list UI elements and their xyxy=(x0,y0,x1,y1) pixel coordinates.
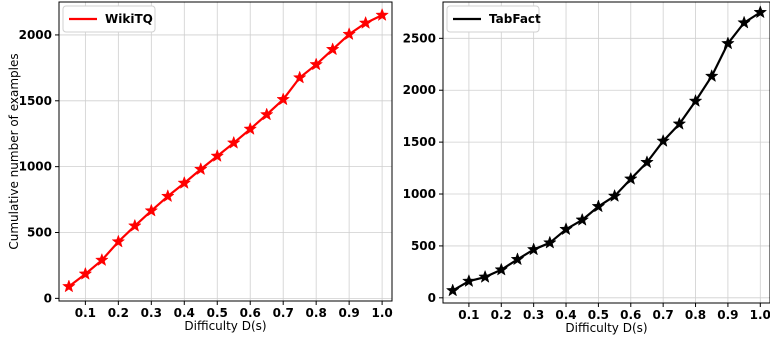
chart-panel-2: 0.1 0.2 0.3 0.4 0.5 0.6 0.7 0.8 0.9 1.0 0 500 1000 15… xyxy=(403,1,770,335)
data-point-marker xyxy=(62,279,76,293)
data-point-marker xyxy=(309,57,324,71)
y-axis-label: Cumulative number of examples xyxy=(7,53,21,249)
data-point-marker xyxy=(656,133,671,147)
x-tick-label: 0.1 xyxy=(75,306,96,320)
data-point-marker xyxy=(737,15,751,29)
x-tick-label: 0.3 xyxy=(523,308,544,322)
data-point-marker xyxy=(607,188,622,202)
data-point-marker xyxy=(462,273,476,288)
legend-box xyxy=(446,5,540,33)
data-point-marker xyxy=(325,42,340,56)
x-tick-label: 0.5 xyxy=(588,308,609,322)
legend: WikiTQ xyxy=(62,5,156,33)
data-point-marker xyxy=(704,68,719,83)
data-point-marker xyxy=(144,203,159,217)
plot-frame xyxy=(442,1,770,304)
data-point-marker xyxy=(510,252,525,266)
data-point-marker xyxy=(160,189,175,203)
data-point-marker xyxy=(494,262,509,276)
x-tick-label: 0.2 xyxy=(491,308,512,322)
data-point-marker xyxy=(342,27,357,41)
x-tick-label: 0.8 xyxy=(306,306,327,320)
x-tick-label: 0.6 xyxy=(240,306,261,320)
data-point-marker xyxy=(276,92,291,106)
data-point-marker xyxy=(259,107,274,121)
data-point-marker xyxy=(111,234,126,248)
y-tick-label: 2000 xyxy=(403,83,436,97)
data-point-marker xyxy=(210,148,225,162)
data-point-marker xyxy=(193,162,208,176)
data-point-marker xyxy=(542,235,557,249)
y-tick-label: 500 xyxy=(411,239,436,253)
x-axis-label: Difficulty D(s) xyxy=(565,321,647,335)
data-point-marker xyxy=(478,269,492,283)
y-tick-label: 1000 xyxy=(403,187,436,201)
x-tick-label: 0.7 xyxy=(653,308,674,322)
data-point-marker xyxy=(292,70,307,84)
y-tick-label: 2500 xyxy=(403,31,436,45)
y-tick-label: 1500 xyxy=(19,94,52,108)
data-point-marker xyxy=(575,212,590,226)
y-tick-label: 1500 xyxy=(403,135,436,149)
x-tick-label: 0.3 xyxy=(141,306,162,320)
data-point-marker xyxy=(688,93,703,107)
data-point-marker xyxy=(78,266,93,280)
legend-label: WikiTQ xyxy=(105,12,153,26)
plot-frame xyxy=(58,1,393,302)
legend-box xyxy=(62,5,156,33)
y-tick-label: 1000 xyxy=(19,160,52,174)
y-tick-label: 500 xyxy=(27,226,52,240)
x-tick-label: 0.2 xyxy=(108,306,129,320)
data-point-marker xyxy=(721,36,735,50)
data-point-marker xyxy=(358,15,373,29)
x-tick-label: 0.6 xyxy=(620,308,641,322)
data-point-marker xyxy=(127,218,142,232)
data-point-marker xyxy=(94,252,109,267)
legend-label: TabFact xyxy=(489,12,541,26)
data-point-marker xyxy=(526,242,541,256)
data-point-marker xyxy=(591,199,606,213)
x-axis-label: Difficulty D(s) xyxy=(184,319,266,333)
y-tick-label: 0 xyxy=(428,291,436,305)
chart-panel-1: 0.1 0.2 0.3 0.4 0.5 0.6 0.7 0.8 0.9 1.0 0 500 1000 15… xyxy=(7,1,393,333)
x-tick-label: 0.4 xyxy=(174,306,195,320)
x-tick-label: 0.8 xyxy=(685,308,706,322)
legend: TabFact xyxy=(446,5,541,33)
y-tick-label: 2000 xyxy=(19,28,52,42)
series-line-tabfact xyxy=(452,11,761,292)
data-point-marker xyxy=(672,116,687,130)
x-tick-label: 0.5 xyxy=(207,306,228,320)
data-point-marker xyxy=(177,175,192,189)
data-point-marker xyxy=(559,222,573,236)
x-tick-label: 0.9 xyxy=(339,306,360,320)
x-tick-label: 0.9 xyxy=(717,308,738,322)
data-point-marker xyxy=(753,5,768,19)
data-point-marker xyxy=(623,171,638,185)
x-tick-label: 1.0 xyxy=(371,306,392,320)
x-tick-label: 0.1 xyxy=(458,308,479,322)
data-point-marker xyxy=(226,135,241,149)
data-point-marker xyxy=(375,7,389,22)
y-tick-label: 0 xyxy=(44,291,52,305)
x-tick-label: 1.0 xyxy=(750,308,770,322)
x-tick-label: 0.4 xyxy=(555,308,576,322)
data-point-marker xyxy=(445,283,460,297)
data-point-marker xyxy=(243,121,258,135)
x-tick-label: 0.7 xyxy=(273,306,294,320)
data-point-marker xyxy=(640,155,654,169)
